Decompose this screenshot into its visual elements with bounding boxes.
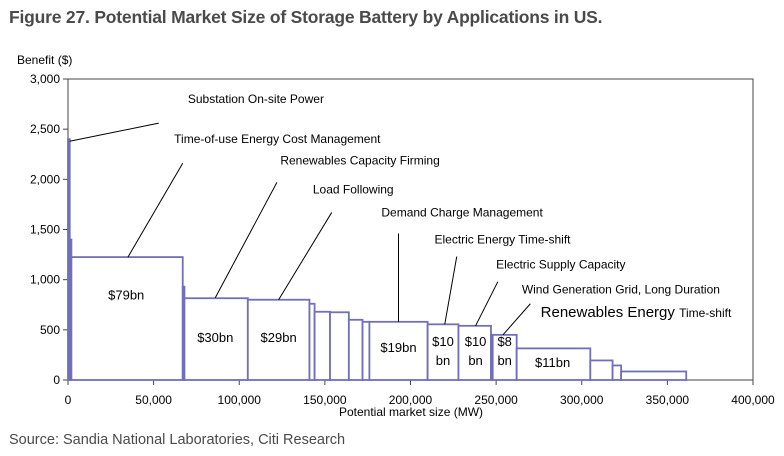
chart-title: Figure 27. Potential Market Size of Stor… bbox=[9, 7, 603, 27]
bar bbox=[611, 364, 623, 381]
bar bbox=[313, 310, 331, 381]
annotation-leader-line bbox=[69, 122, 159, 142]
x-tick-label: 50,000 bbox=[135, 393, 172, 407]
bar-value-label: $8 bn bbox=[497, 334, 511, 368]
plot-area: 0 500 1,000 1,500 2,000 2,500 3,000 0 50,000 100,… bbox=[30, 72, 775, 407]
annotation-leader-line bbox=[214, 182, 278, 298]
annotation-leader-line bbox=[502, 303, 531, 336]
bar bbox=[183, 297, 249, 381]
annotation-label: Electric Supply Capacity bbox=[496, 258, 625, 272]
annotation-leader-line bbox=[475, 281, 499, 327]
y-tick-label: 1,500 bbox=[30, 223, 60, 237]
annotation-label: Electric Energy Time-shift bbox=[434, 233, 571, 247]
y-tick-label: 500 bbox=[40, 323, 60, 337]
y-tick-label: 2,000 bbox=[30, 172, 60, 186]
x-tick-label: 300,000 bbox=[560, 393, 604, 407]
x-tick-label: 200,000 bbox=[389, 393, 433, 407]
bar bbox=[70, 256, 184, 381]
bar-value-label: $29bn bbox=[261, 330, 297, 345]
annotation-leader-line bbox=[444, 256, 458, 325]
x-tick-label: 0 bbox=[65, 393, 72, 407]
x-axis-label: Potential market size (MW) bbox=[339, 405, 483, 419]
annotation-label: Demand Charge Management bbox=[381, 205, 543, 219]
annotation-leader-line bbox=[278, 212, 333, 300]
y-tick-label: 2,500 bbox=[30, 122, 60, 136]
annotation-label: Substation On-site Power bbox=[188, 92, 324, 106]
x-tick-label: 350,000 bbox=[646, 393, 690, 407]
bar bbox=[361, 320, 371, 381]
annotation-label: Wind Generation Grid, Long Duration bbox=[522, 283, 720, 297]
y-tick-label: 1,000 bbox=[30, 273, 60, 287]
bar-value-label: $10 bn bbox=[465, 334, 487, 368]
y-tick-label: 0 bbox=[53, 373, 60, 387]
x-tick-label: 250,000 bbox=[474, 393, 518, 407]
x-tick-label: 100,000 bbox=[218, 393, 262, 407]
annotation-label: Renewables Capacity Firming bbox=[280, 153, 439, 167]
bar-value-label: $19bn bbox=[380, 340, 416, 355]
bar bbox=[620, 370, 688, 381]
bar-value-label: $79bn bbox=[108, 288, 144, 303]
x-tick-label: 400,000 bbox=[731, 393, 775, 407]
annotation-label: Load Following bbox=[313, 182, 394, 196]
bar bbox=[515, 347, 592, 381]
source-note: Source: Sandia National Laboratories, Ci… bbox=[9, 432, 346, 448]
bar bbox=[246, 298, 311, 381]
bar-value-label: $11bn bbox=[535, 355, 570, 370]
y-axis-label: Benefit ($) bbox=[17, 53, 72, 67]
y-tick-label: 3,000 bbox=[30, 72, 60, 86]
annotation-leader-line bbox=[127, 163, 184, 258]
annotation-label: Time-of-use Energy Cost Management bbox=[174, 132, 381, 146]
annotation-label: Renewables Energy Time-shift bbox=[541, 304, 732, 321]
bar-value-label: $30bn bbox=[197, 330, 233, 345]
bar bbox=[329, 311, 350, 381]
bar-value-label: $10 bn bbox=[432, 334, 454, 368]
x-tick-label: 150,000 bbox=[303, 393, 347, 407]
bar bbox=[347, 318, 364, 381]
bar bbox=[589, 359, 614, 381]
bar bbox=[457, 324, 492, 381]
